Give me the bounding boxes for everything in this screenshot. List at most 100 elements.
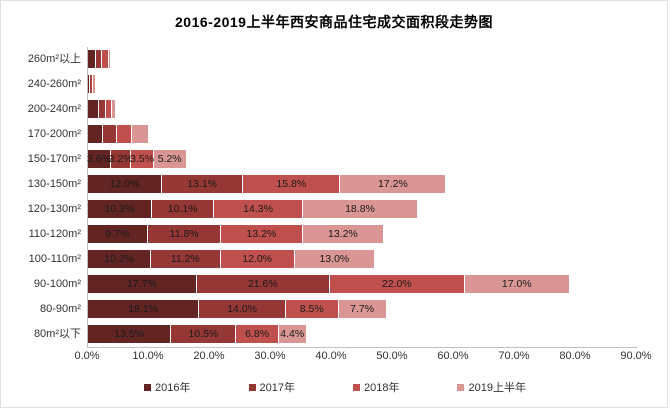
x-axis-tick-label: 40.0%: [315, 350, 347, 362]
bar-segment: 13.5%: [88, 325, 171, 343]
bar-segment: [91, 75, 92, 93]
bar-row: [88, 125, 148, 143]
bar-label: 22.0%: [381, 278, 412, 290]
category-label: 260m²以上: [27, 53, 81, 65]
x-axis: 0.0% 10.0% 20.0% 30.0% 40.0% 50.0% 60.0% 70.0% 8…: [1, 350, 669, 364]
bar-label: 13.1%: [187, 178, 218, 190]
bar-segment: [88, 75, 89, 93]
bar-segment: [98, 100, 106, 118]
bar-label: 9.7%: [105, 228, 130, 240]
bar-segment: 14.3%: [214, 200, 302, 218]
bar-segment: 21.6%: [196, 275, 329, 293]
bar-row: 18.1% 14.0% 8.5% 7.7%: [88, 300, 386, 318]
bar-row: 3.6% 3.2% 3.5% 5.2%: [87, 150, 186, 168]
bar-label: 14.0%: [227, 303, 257, 315]
bar-segment: 11.2%: [151, 250, 220, 268]
bar-row: [88, 50, 110, 68]
bar-segment: [106, 100, 111, 118]
bar-label: 3.2%: [108, 153, 133, 165]
bar-label: 12.0%: [242, 253, 273, 265]
bar-segment: [92, 75, 95, 93]
bar-label: 17.7%: [127, 278, 157, 290]
bar-row: 12.0% 13.1% 15.8% 17.2%: [88, 175, 446, 193]
legend: 2016年 2017年 2018年 2019上半年: [1, 379, 669, 395]
bar-label: 18.1%: [128, 303, 159, 315]
bar-label: 10.1%: [167, 203, 198, 215]
bar-segment: 15.8%: [243, 175, 340, 193]
bar-segment: [116, 125, 131, 143]
x-axis-tick-label: 10.0%: [132, 350, 164, 362]
bar-segment: 10.5%: [171, 325, 236, 343]
bar-row: 9.7% 11.8% 13.2% 13.2%: [88, 225, 384, 243]
plot-area: [87, 47, 637, 348]
bar-segment: 12.0%: [88, 175, 162, 193]
legend-swatch-icon: [144, 383, 152, 391]
bar-segment: 14.0%: [199, 300, 285, 318]
bar-label: 3.6%: [87, 153, 111, 165]
bar-segment: 13.2%: [302, 225, 384, 243]
legend-item-4: 2019上半年: [457, 379, 526, 395]
bar-label: 5.2%: [157, 153, 182, 165]
x-axis-tick-label: 0.0%: [74, 350, 100, 362]
bar-label: 6.8%: [245, 328, 270, 340]
bar-segment: 17.2%: [340, 175, 446, 193]
legend-item-2: 2017年: [248, 379, 295, 395]
bar-segment: 8.5%: [285, 300, 338, 318]
bar-label: 18.8%: [345, 203, 375, 215]
legend-item-3: 2018年: [353, 379, 399, 395]
bar-segment: [89, 75, 91, 93]
category-label: 90-100m²: [33, 278, 81, 290]
x-axis-tick-label: 70.0%: [498, 350, 530, 362]
x-axis-tick-label: 60.0%: [437, 350, 469, 362]
category-label: 240-260m²: [27, 78, 81, 90]
legend-swatch-icon: [353, 383, 360, 391]
bar-segment: 17.7%: [88, 275, 196, 293]
bar-segment: [88, 125, 103, 143]
bar-label: 10.2%: [104, 253, 134, 265]
bar-segment: 9.7%: [88, 225, 148, 243]
chart-title: 2016-2019上半年西安商品住宅成交面积段走势图: [175, 14, 493, 30]
legend-label: 2017年: [259, 382, 295, 394]
bar-segment: [103, 125, 116, 143]
bar-row: 17.7% 21.6% 22.0% 17.0%: [88, 275, 569, 293]
bar-label: 21.6%: [247, 278, 278, 290]
bar-label: 13.5%: [114, 328, 145, 340]
legend-label: 2019上半年: [468, 382, 526, 394]
bar-segment: [95, 50, 101, 68]
category-label: 80-90m²: [40, 303, 81, 315]
category-label: 200-240m²: [27, 103, 81, 115]
bar-label: 12.0%: [109, 178, 140, 190]
bar-label: 17.2%: [378, 178, 408, 190]
bar-segment: 3.5%: [130, 150, 154, 168]
bar-segment: [101, 50, 108, 68]
bar-row: 10.3% 10.1% 14.3% 18.8%: [88, 200, 418, 218]
bar-label: 15.8%: [276, 178, 307, 190]
category-label: 110-120m²: [28, 228, 81, 240]
category-label: 120-130m²: [27, 203, 81, 215]
bar-label: 14.3%: [243, 203, 273, 215]
legend-swatch-icon: [457, 383, 465, 391]
bar-label: 7.7%: [350, 303, 375, 315]
x-axis-tick-label: 20.0%: [193, 350, 225, 362]
bar-label: 13.0%: [319, 253, 350, 265]
bar-segment: [88, 50, 95, 68]
bar-row: 13.5% 10.5% 6.8% 4.4%: [88, 325, 306, 343]
bar-label: 8.5%: [299, 303, 324, 315]
category-label: 130-150m²: [27, 178, 81, 190]
x-axis-tick-label: 90.0%: [620, 350, 652, 362]
bar-row: [88, 75, 95, 93]
bar-row: [88, 100, 115, 118]
bar-label: 10.5%: [188, 328, 219, 340]
bar-segment: 13.1%: [162, 175, 243, 193]
bar-segment: 7.7%: [338, 300, 386, 318]
bar-segment: 10.3%: [88, 200, 151, 218]
bar-segment: 10.1%: [151, 200, 214, 218]
legend-label: 2016年: [155, 382, 191, 394]
bar-row: 10.2% 11.2% 12.0% 13.0%: [88, 250, 375, 268]
legend-label: 2018年: [364, 382, 400, 394]
bar-segment: [111, 100, 115, 118]
bar-label: 4.4%: [280, 328, 305, 340]
bar-segment: [131, 125, 148, 143]
bar-segment: 6.8%: [236, 325, 278, 343]
